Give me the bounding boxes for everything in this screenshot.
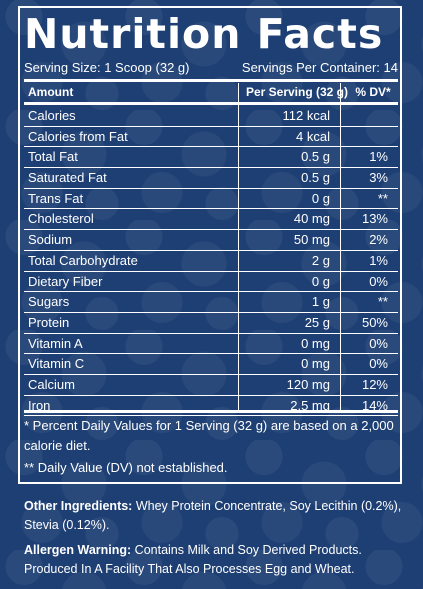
table-row: Vitamin C 0 mg 0% — [24, 354, 398, 375]
table-row: Dietary Fiber 0 g 0% — [24, 272, 398, 293]
nutrient-name: Iron — [28, 397, 51, 413]
serving-info: Serving Size: 1 Scoop (32 g) Servings Pe… — [24, 59, 398, 77]
nutrient-amount: 50 mg — [293, 232, 330, 248]
nutrient-amount: 2 g — [311, 252, 330, 268]
table-row: Saturated Fat 0.5 g 3% — [24, 168, 398, 189]
footnote-dv: ** Daily Value (DV) not established. — [24, 460, 228, 475]
allergen-warning: Allergen Warning: Contains Milk and Soy … — [24, 541, 404, 579]
other-ingredients-label: Other Ingredients: — [24, 499, 133, 513]
nutrient-amount: 1 g — [311, 294, 330, 310]
nutrient-dv: 12% — [361, 376, 388, 392]
table-header: Amount Per Serving (32 g) % DV* — [24, 83, 398, 101]
other-ingredients-text: Whey Protein Concentrate, Soy Lecithin (… — [24, 499, 402, 532]
nutrient-amount: 0 mg — [301, 335, 330, 351]
table-row: Trans Fat 0 g ** — [24, 189, 398, 210]
nutrient-dv: 3% — [369, 170, 388, 186]
footnote-percent: * Percent Daily Values for 1 Serving (32… — [24, 418, 394, 453]
table-row: Protein 25 g 50% — [24, 313, 398, 334]
nutrient-amount: 0 g — [311, 190, 330, 206]
allergen-label: Allergen Warning: — [24, 543, 132, 557]
nutrient-dv: ** — [377, 190, 388, 206]
nutrient-dv: 1% — [369, 149, 388, 165]
servings-per-container: Servings Per Container: 14 — [241, 60, 398, 75]
column-divider-1 — [238, 83, 239, 412]
nutrient-dv: 13% — [361, 211, 388, 227]
nutrient-name: Dietary Fiber — [28, 273, 103, 289]
nutrient-dv: 1% — [369, 252, 388, 268]
serving-size: Serving Size: 1 Scoop (32 g) — [24, 60, 190, 75]
nutrient-name: Cholesterol — [28, 211, 94, 227]
nutrient-amount: 0 g — [311, 273, 330, 289]
table-row: Iron 2.5 mg 14% — [24, 396, 398, 417]
nutrient-amount: 4 kcal — [296, 128, 330, 144]
header-amount: Amount — [28, 85, 74, 99]
thick-divider-top — [24, 79, 398, 82]
nutrient-amount: 112 kcal — [282, 108, 330, 123]
nutrient-amount: 2.5 mg — [290, 397, 330, 413]
nutrient-name: Protein — [28, 314, 70, 330]
nutrient-name: Total Carbohydrate — [28, 252, 138, 268]
nutrient-name: Sodium — [28, 232, 73, 248]
nutrient-amount: 120 mg — [286, 376, 330, 392]
nutrient-name: Total Fat — [28, 149, 78, 165]
allergen-text: Contains Milk and Soy Derived Products. … — [24, 543, 362, 576]
table-row: Calories 112 kcal — [24, 106, 398, 127]
nutrient-dv: 0% — [369, 335, 388, 351]
column-divider-2 — [340, 83, 341, 412]
nutrient-amount: 25 g — [304, 314, 330, 330]
nutrient-name: Saturated Fat — [28, 170, 107, 186]
nutrient-name: Sugars — [28, 294, 70, 310]
nutrient-amount: 0.5 g — [301, 170, 330, 186]
footnotes: * Percent Daily Values for 1 Serving (32… — [24, 416, 398, 478]
nutrient-table: Calories 112 kcal Calories from Fat 4 kcal T… — [24, 106, 398, 417]
nutrient-dv: 0% — [369, 356, 388, 372]
nutrient-amount: 0 mg — [301, 356, 330, 372]
nutrient-name: Calories — [28, 108, 76, 123]
table-row: Calcium 120 mg 12% — [24, 375, 398, 396]
header-dv: % DV* — [355, 85, 391, 99]
nutrient-amount: 40 mg — [293, 211, 330, 227]
page-title: Nutrition Facts — [24, 10, 384, 58]
nutrient-name: Calcium — [28, 376, 75, 392]
nutrient-dv: 50% — [361, 314, 388, 330]
nutrient-name: Calories from Fat — [28, 128, 128, 144]
thick-divider-bottom — [24, 410, 398, 413]
table-row: Total Fat 0.5 g 1% — [24, 147, 398, 169]
table-row: Calories from Fat 4 kcal — [24, 127, 398, 148]
table-row: Sodium 50 mg 2% — [24, 230, 398, 251]
thick-divider-header — [24, 102, 398, 105]
table-row: Total Carbohydrate 2 g 1% — [24, 251, 398, 272]
ingredients-section: Other Ingredients: Whey Protein Concentr… — [24, 497, 404, 585]
label-border — [18, 6, 402, 484]
nutrient-amount: 0.5 g — [301, 149, 330, 165]
other-ingredients: Other Ingredients: Whey Protein Concentr… — [24, 497, 404, 535]
table-row: Sugars 1 g ** — [24, 292, 398, 313]
nutrient-name: Vitamin C — [28, 356, 85, 372]
table-row: Cholesterol 40 mg 13% — [24, 209, 398, 231]
nutrient-dv: 14% — [361, 397, 388, 413]
nutrient-dv: 2% — [369, 232, 388, 248]
nutrient-dv: ** — [377, 294, 388, 310]
nutrient-name: Trans Fat — [28, 190, 84, 206]
table-row: Vitamin A 0 mg 0% — [24, 334, 398, 355]
header-per-serving: Per Serving (32 g) — [245, 85, 349, 99]
nutrient-dv: 0% — [369, 273, 388, 289]
nutrient-name: Vitamin A — [28, 335, 83, 351]
